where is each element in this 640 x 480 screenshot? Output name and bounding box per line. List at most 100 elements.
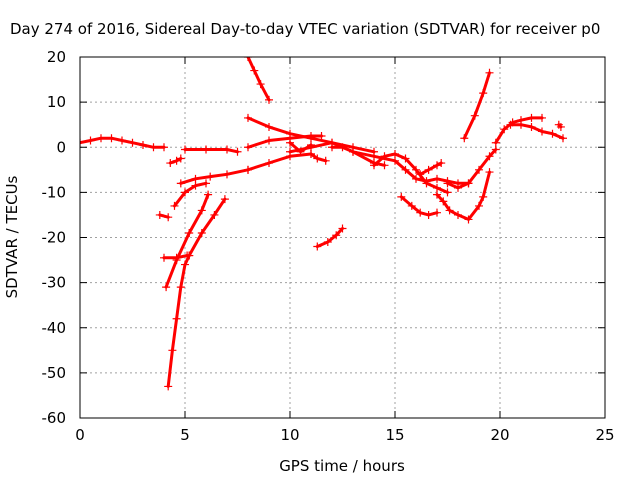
- data-point: [538, 127, 546, 136]
- data-point: [313, 154, 322, 163]
- series-arc-8: [173, 181, 208, 208]
- data-point: [118, 136, 126, 145]
- y-tick-label: 0: [56, 138, 66, 156]
- series-arc-21: [418, 161, 443, 176]
- data-point: [307, 140, 315, 149]
- y-tick-label: -10: [42, 183, 67, 201]
- data-point: [191, 181, 200, 190]
- data-point: [475, 165, 483, 174]
- grid-lines: [80, 57, 605, 418]
- y-tick-label: -30: [42, 274, 67, 292]
- data-point: [286, 138, 294, 147]
- data-point: [328, 143, 336, 152]
- y-tick-label: 10: [47, 93, 66, 111]
- y-tick-label: -20: [42, 229, 67, 247]
- data-point: [185, 251, 194, 260]
- data-point: [433, 174, 441, 183]
- x-tick-labels: 0 5 10 15 20 25: [75, 426, 614, 444]
- data-point: [176, 154, 185, 163]
- data-point: [407, 201, 416, 210]
- data-point: [164, 382, 173, 391]
- data-point: [244, 165, 252, 174]
- data-point: [424, 210, 433, 219]
- data-point: [422, 179, 431, 188]
- data-point: [439, 197, 448, 206]
- data-point: [370, 152, 378, 161]
- data-point: [244, 143, 252, 152]
- data-point: [170, 201, 179, 210]
- data-point: [166, 159, 175, 168]
- y-tick-label: -50: [42, 364, 67, 382]
- data-point: [491, 138, 500, 147]
- data-point: [479, 192, 488, 201]
- data-point: [181, 188, 189, 197]
- series-arc-7: [187, 197, 227, 257]
- data-point: [244, 113, 252, 122]
- data-point: [244, 57, 252, 61]
- data-point: [412, 174, 420, 183]
- data-point: [168, 346, 177, 355]
- data-point: [397, 192, 406, 201]
- data-point: [538, 113, 546, 122]
- data-series: [80, 57, 567, 391]
- data-point: [475, 201, 483, 210]
- data-point: [433, 190, 441, 199]
- data-point: [176, 283, 185, 292]
- data-point: [485, 168, 494, 177]
- data-point: [265, 159, 273, 168]
- data-point: [160, 143, 168, 152]
- data-point: [437, 159, 446, 168]
- data-point: [433, 208, 441, 217]
- chart-title: Day 274 of 2016, Sidereal Day-to-day VTE…: [10, 20, 600, 38]
- data-point: [204, 190, 213, 199]
- data-point: [380, 161, 389, 170]
- data-point: [443, 188, 452, 197]
- data-point: [370, 161, 378, 170]
- data-point: [380, 152, 389, 161]
- data-point: [332, 231, 341, 240]
- data-point: [424, 165, 433, 174]
- data-point: [338, 143, 347, 152]
- data-point: [206, 172, 215, 181]
- data-point: [250, 66, 259, 75]
- data-point: [391, 156, 399, 165]
- data-point: [506, 120, 515, 129]
- data-point: [162, 283, 171, 292]
- x-tick-label: 0: [75, 426, 85, 444]
- data-point: [391, 150, 399, 159]
- series-arc-10: [183, 148, 239, 154]
- data-point: [256, 80, 265, 89]
- data-point: [139, 140, 147, 149]
- y-tick-labels: -60 -50 -40 -30 -20 -10 0 10 20: [42, 48, 67, 427]
- data-point: [349, 147, 357, 156]
- data-point: [185, 228, 194, 237]
- data-point: [321, 156, 330, 165]
- data-point: [317, 131, 326, 140]
- data-point: [176, 179, 185, 188]
- y-axis-label: SDTVAR / TECUs: [3, 175, 21, 298]
- data-point: [86, 136, 95, 145]
- data-point: [265, 122, 273, 131]
- data-point: [197, 206, 206, 215]
- x-tick-label: 15: [385, 426, 404, 444]
- data-point: [559, 134, 567, 143]
- data-point: [80, 138, 84, 147]
- data-point: [197, 228, 206, 237]
- data-point: [164, 213, 173, 222]
- data-point: [454, 210, 462, 219]
- data-point: [233, 147, 242, 156]
- data-point: [454, 183, 462, 192]
- y-tick-label: -40: [42, 319, 67, 337]
- series-arc-18: [315, 227, 344, 248]
- data-point: [223, 145, 231, 154]
- data-point: [433, 183, 441, 192]
- data-point: [202, 179, 210, 188]
- data-point: [527, 122, 536, 131]
- data-point: [433, 161, 441, 170]
- data-point: [443, 179, 452, 188]
- series-group: [80, 57, 567, 391]
- data-point: [223, 170, 231, 179]
- data-point: [202, 145, 210, 154]
